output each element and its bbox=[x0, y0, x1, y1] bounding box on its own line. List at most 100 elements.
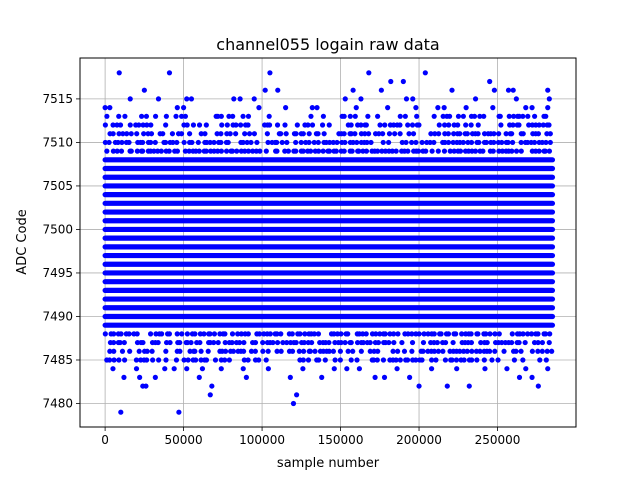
data-point bbox=[347, 113, 353, 119]
data-point bbox=[136, 122, 142, 128]
data-point bbox=[371, 348, 377, 354]
data-point bbox=[166, 148, 172, 154]
data-point bbox=[504, 366, 510, 372]
data-point bbox=[547, 331, 553, 337]
data-point bbox=[143, 113, 150, 119]
data-point bbox=[122, 113, 128, 119]
data-point bbox=[419, 357, 425, 363]
data-point bbox=[431, 139, 437, 146]
data-point bbox=[199, 366, 206, 372]
y-tick-label: 7510 bbox=[42, 135, 73, 149]
data-point bbox=[526, 122, 532, 128]
data-point bbox=[203, 357, 210, 363]
data-point bbox=[111, 357, 117, 363]
data-point bbox=[425, 331, 431, 337]
data-point bbox=[487, 331, 493, 337]
data-point bbox=[117, 339, 123, 346]
data-point bbox=[471, 113, 478, 119]
data-point bbox=[461, 348, 467, 354]
data-point bbox=[423, 148, 429, 154]
data-point bbox=[543, 139, 549, 146]
data-point bbox=[222, 357, 228, 363]
data-point bbox=[116, 131, 122, 137]
data-point bbox=[106, 139, 112, 146]
data-point bbox=[289, 331, 295, 337]
points-layer bbox=[102, 70, 556, 415]
data-point bbox=[505, 87, 512, 93]
data-point bbox=[435, 148, 441, 154]
data-point bbox=[114, 148, 120, 154]
data-point bbox=[193, 357, 199, 363]
y-tick-label: 7515 bbox=[42, 92, 73, 106]
data-point bbox=[416, 383, 422, 389]
data-point bbox=[284, 339, 290, 346]
data-point bbox=[516, 122, 522, 128]
data-point bbox=[319, 374, 325, 380]
data-point bbox=[134, 148, 140, 154]
data-point bbox=[466, 383, 472, 389]
data-point bbox=[128, 131, 134, 137]
data-point bbox=[546, 122, 552, 128]
data-point bbox=[518, 139, 524, 146]
data-point bbox=[382, 331, 388, 337]
data-point bbox=[326, 148, 333, 154]
data-point bbox=[177, 348, 183, 354]
data-point bbox=[309, 122, 316, 128]
data-point bbox=[234, 148, 240, 154]
data-point bbox=[293, 139, 299, 146]
data-point bbox=[368, 139, 374, 146]
data-point bbox=[116, 113, 122, 119]
data-point bbox=[180, 105, 187, 111]
data-point bbox=[385, 105, 391, 111]
data-point bbox=[354, 357, 360, 363]
data-point bbox=[147, 331, 154, 337]
data-point bbox=[241, 348, 247, 354]
data-point bbox=[380, 357, 387, 363]
data-point bbox=[240, 113, 246, 119]
data-point bbox=[143, 383, 149, 389]
data-point bbox=[266, 122, 273, 128]
data-point bbox=[535, 331, 541, 337]
data-point bbox=[363, 331, 369, 337]
data-point bbox=[529, 105, 535, 111]
data-point bbox=[236, 339, 243, 346]
data-point bbox=[420, 348, 426, 354]
data-point bbox=[535, 383, 541, 389]
data-point bbox=[181, 357, 187, 363]
data-point bbox=[536, 148, 542, 154]
x-tick-label: 200000 bbox=[396, 433, 442, 447]
data-point bbox=[513, 148, 520, 154]
data-point bbox=[246, 131, 253, 137]
data-point bbox=[397, 113, 403, 119]
data-point bbox=[229, 331, 236, 337]
data-point bbox=[481, 131, 488, 137]
data-point bbox=[433, 357, 439, 363]
data-point bbox=[121, 339, 127, 346]
data-point bbox=[332, 357, 338, 363]
data-point bbox=[342, 96, 348, 102]
data-point bbox=[350, 348, 356, 354]
data-point bbox=[520, 331, 526, 337]
data-point bbox=[372, 374, 378, 380]
data-point bbox=[525, 139, 531, 146]
data-point bbox=[219, 122, 225, 128]
data-point bbox=[118, 148, 125, 154]
data-point bbox=[529, 374, 535, 380]
data-point bbox=[223, 148, 230, 154]
data-point bbox=[483, 139, 490, 146]
data-point bbox=[403, 96, 410, 102]
data-point bbox=[454, 366, 460, 372]
data-point bbox=[185, 357, 191, 363]
data-point bbox=[395, 331, 401, 337]
data-point bbox=[225, 139, 231, 146]
data-point bbox=[492, 331, 498, 337]
data-point bbox=[477, 113, 483, 119]
data-point bbox=[263, 357, 269, 363]
data-point bbox=[300, 366, 306, 372]
data-point bbox=[256, 357, 262, 363]
x-tick-label: 50000 bbox=[165, 433, 203, 447]
data-point bbox=[226, 357, 232, 363]
data-point bbox=[278, 331, 284, 337]
data-point bbox=[256, 105, 262, 111]
data-point bbox=[274, 139, 280, 146]
